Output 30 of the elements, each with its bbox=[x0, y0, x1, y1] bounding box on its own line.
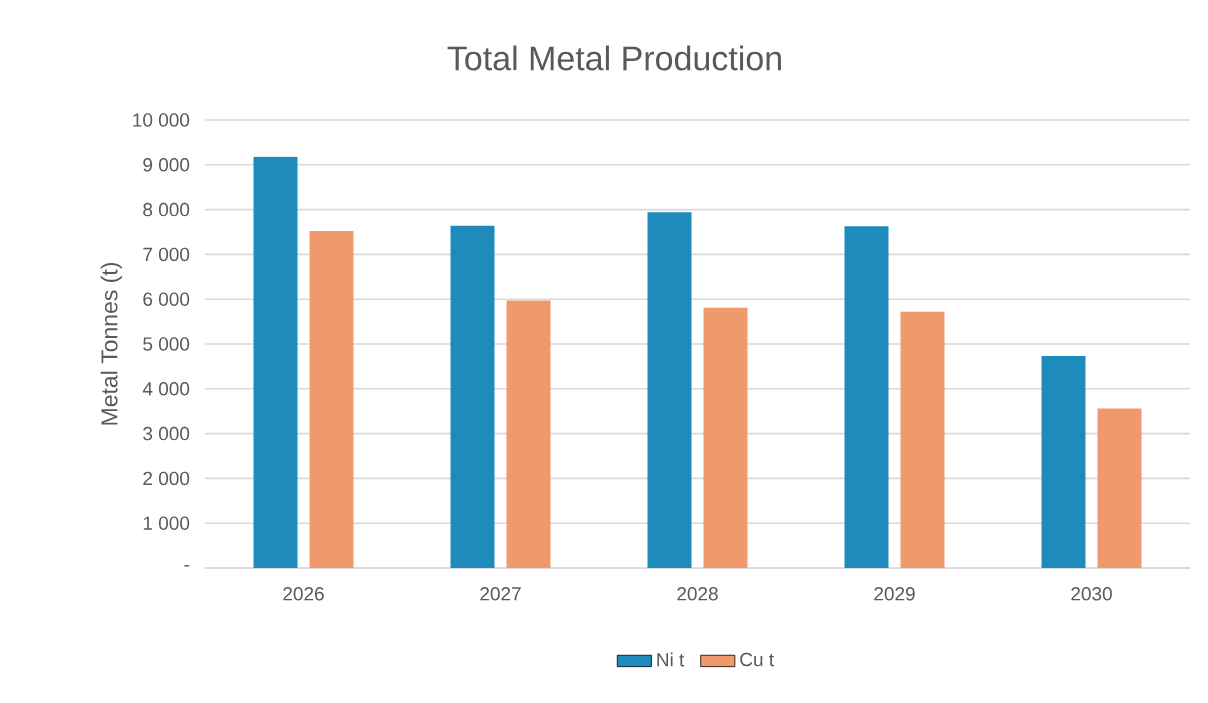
y-tick-label: 1 000 bbox=[143, 516, 190, 530]
y-tick-label: 2 000 bbox=[143, 471, 190, 486]
y-tick-label: 4 000 bbox=[142, 382, 190, 396]
x-tick-label: 2027 bbox=[480, 587, 521, 601]
x-tick-label: 2026 bbox=[283, 587, 324, 601]
bar bbox=[703, 307, 748, 568]
legend-label: Ni t bbox=[657, 652, 685, 667]
legend-label: Cu t bbox=[740, 652, 774, 667]
x-tick-label: 2028 bbox=[677, 587, 718, 601]
y-tick-label: 9 000 bbox=[143, 158, 190, 172]
bar bbox=[506, 300, 551, 568]
chart-title: Total Metal Production bbox=[447, 45, 781, 71]
y-tick-label: 8 000 bbox=[143, 202, 190, 217]
y-tick-label: 7 000 bbox=[143, 247, 190, 262]
y-tick-label: 6 000 bbox=[143, 292, 190, 306]
y-tick-label: 10 000 bbox=[133, 113, 190, 127]
bar bbox=[647, 212, 692, 568]
bar bbox=[1041, 356, 1086, 568]
bar bbox=[450, 225, 495, 568]
x-tick-label: 2030 bbox=[1071, 587, 1112, 601]
y-tick-label: 5 000 bbox=[143, 337, 190, 351]
y-tick-label: 3 000 bbox=[143, 426, 190, 441]
y-axis-title: Metal Tonnes (t) bbox=[100, 263, 123, 425]
bar bbox=[844, 226, 889, 568]
y-tick-label: - bbox=[184, 565, 190, 567]
bar bbox=[253, 156, 298, 568]
x-tick-label: 2029 bbox=[874, 587, 915, 601]
bar bbox=[309, 231, 354, 568]
bar bbox=[900, 311, 945, 568]
bar bbox=[1097, 408, 1142, 568]
